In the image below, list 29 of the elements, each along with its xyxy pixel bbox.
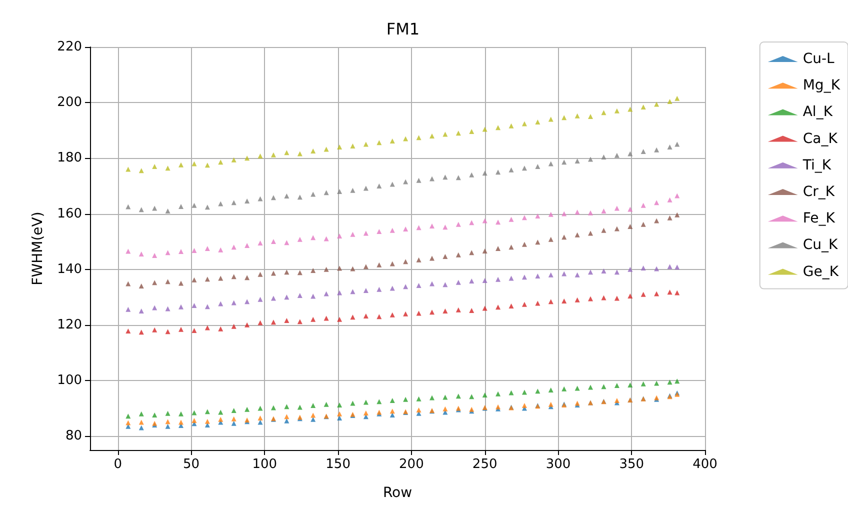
legend-label: Al_K <box>802 104 834 120</box>
y-axis-title: FWHM(eV) <box>30 212 46 286</box>
legend-label: Cu-L <box>802 51 835 67</box>
x-tick-label: 0 <box>114 457 122 472</box>
y-tick-label: 80 <box>65 428 82 444</box>
x-tick-label: 300 <box>546 457 571 472</box>
legend-label: Ca_K <box>802 130 838 147</box>
x-tick-label: 150 <box>326 457 350 472</box>
x-tick-label: 400 <box>692 457 718 472</box>
legend-label: Ti_K <box>802 157 832 174</box>
x-axis-title: Row <box>382 485 412 501</box>
y-tick-label: 140 <box>57 262 82 277</box>
x-tick-label: 200 <box>399 457 424 472</box>
y-tick-label: 180 <box>57 150 82 166</box>
y-tick-label: 220 <box>57 40 82 54</box>
x-tick-label: 250 <box>472 457 498 472</box>
x-tick-label: 350 <box>619 457 644 472</box>
legend-label: Cr_K <box>802 184 836 200</box>
y-tick-label: 120 <box>57 317 82 332</box>
y-tick-label: 160 <box>57 206 82 222</box>
legend-label: Cu_K <box>802 237 838 254</box>
x-tick-label: 50 <box>183 457 200 472</box>
x-tick-label: 100 <box>252 457 278 472</box>
legend-label: Fe_K <box>802 210 836 227</box>
legend-label: Ge_K <box>802 264 840 280</box>
chart-title: FM1 <box>386 20 420 38</box>
legend-label: Mg_K <box>802 78 841 94</box>
y-tick-label: 200 <box>57 95 82 110</box>
y-tick-label: 100 <box>57 373 82 388</box>
